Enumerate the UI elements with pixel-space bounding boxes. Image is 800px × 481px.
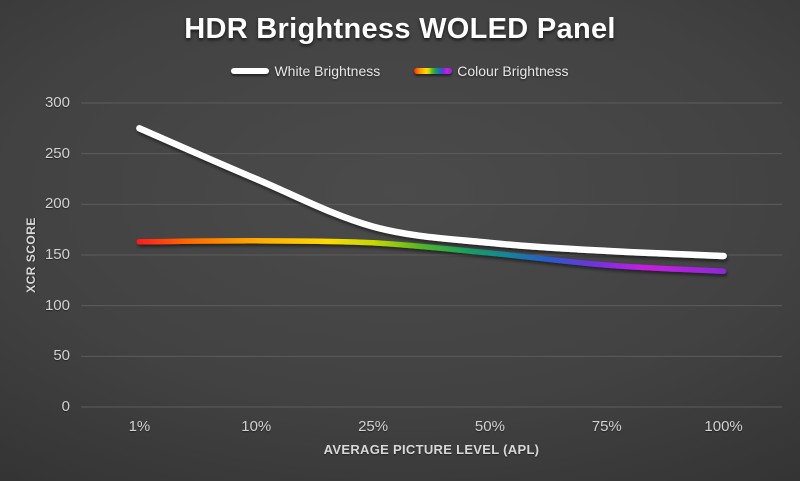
x-tick-label-1pct: 1% bbox=[128, 418, 151, 435]
white-line-swatch-icon bbox=[231, 68, 270, 74]
y-tick-label-200: 200 bbox=[44, 195, 70, 213]
y-tick-label-250: 250 bbox=[44, 144, 70, 162]
y-tick-label-300: 300 bbox=[44, 94, 70, 111]
legend-label-white: White Brightness bbox=[274, 63, 381, 79]
series-line-colour-brightness bbox=[136, 238, 727, 274]
x-tick-label-10pct: 10% bbox=[241, 418, 272, 435]
y-tick-label-100: 100 bbox=[44, 296, 70, 314]
x-tick-label-75pct: 75% bbox=[591, 418, 622, 435]
legend-item-white-brightness: White Brightness bbox=[231, 63, 380, 79]
legend-item-colour-brightness: Colour Brightness bbox=[414, 63, 569, 79]
series-line-white-brightness bbox=[136, 125, 727, 260]
chart-title: HDR Brightness WOLED Panel bbox=[184, 13, 616, 45]
legend-label-colour: Colour Brightness bbox=[457, 63, 569, 79]
legend: White Brightness Colour Brightness bbox=[0, 63, 800, 79]
x-tick-label-100pct: 100% bbox=[704, 418, 743, 435]
x-tick-label-50pct: 50% bbox=[474, 418, 505, 435]
y-tick-label-0: 0 bbox=[61, 398, 70, 415]
gridlines bbox=[81, 102, 782, 408]
y-tick-label-150: 150 bbox=[44, 246, 70, 263]
rainbow-line-swatch-icon bbox=[414, 68, 453, 74]
y-tick-label-50: 50 bbox=[53, 347, 70, 365]
x-axis-title: AVERAGE PICTURE LEVEL (APL) bbox=[323, 442, 540, 457]
x-tick-label-25pct: 25% bbox=[358, 418, 389, 435]
